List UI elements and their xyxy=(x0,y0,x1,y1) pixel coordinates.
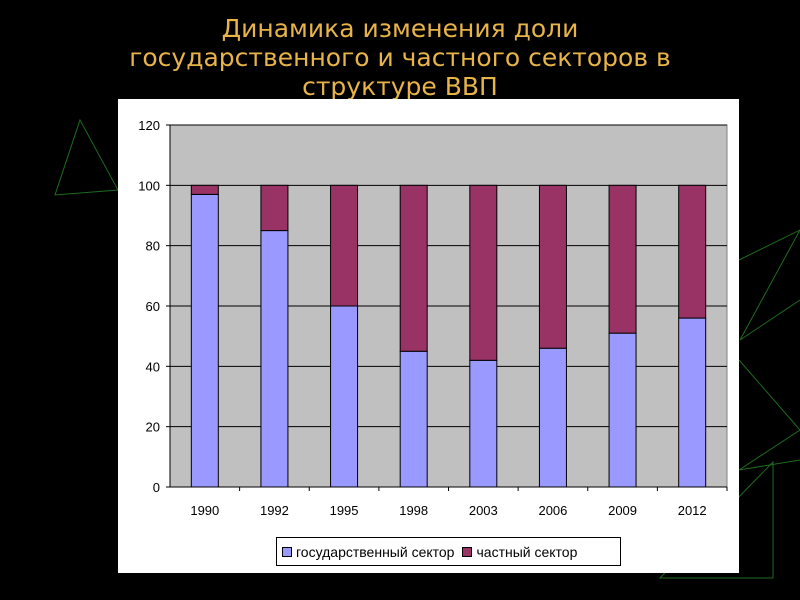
y-tick-label: 0 xyxy=(153,480,160,495)
y-tick-label: 100 xyxy=(138,178,160,193)
y-tick-label: 20 xyxy=(146,420,160,435)
chart-legend: государственный сектор частный сектор xyxy=(276,537,621,566)
bar-private-1992 xyxy=(260,184,289,232)
bar-state-2009 xyxy=(608,332,637,488)
slide-title-line: структуре ВВП xyxy=(302,72,498,101)
bar-private-1990 xyxy=(190,184,219,195)
bar-state-1990 xyxy=(190,193,219,488)
bar-state-1992 xyxy=(260,230,289,488)
x-tick-label: 1995 xyxy=(330,503,359,518)
x-tick-label: 2006 xyxy=(538,503,567,518)
x-tick-label: 1992 xyxy=(260,503,289,518)
bar-state-1998 xyxy=(399,350,428,488)
chart-panel: 0 20 40 60 80 100 120 1990 1992 1995 1998 2003 2006 2… xyxy=(118,99,739,573)
x-tick-label: 1990 xyxy=(190,503,219,518)
bar-state-1995 xyxy=(330,305,359,488)
slide-title-line: государственного и частного секторов в xyxy=(129,43,671,72)
bar-private-2009 xyxy=(608,184,637,334)
decorative-lines-right-lower xyxy=(738,359,800,471)
legend-swatch-state xyxy=(282,546,292,557)
legend-label-state: государственный сектор xyxy=(296,543,455,560)
bar-private-1998 xyxy=(399,184,428,352)
y-tick-label: 80 xyxy=(146,239,160,254)
x-tick-label: 1998 xyxy=(399,503,428,518)
legend-label-private: частный сектор xyxy=(476,543,578,560)
legend-item-private: частный сектор xyxy=(462,544,577,560)
y-tick-label: 60 xyxy=(146,299,160,314)
slide-title-line: Динамика изменения доли xyxy=(221,14,579,43)
stacked-bar-chart: 0 20 40 60 80 100 120 1990 1992 1995 1998 2003 2006 2… xyxy=(138,118,728,518)
slide-title: Динамика изменения доли государственного… xyxy=(0,14,800,101)
bar-private-2006 xyxy=(538,184,567,349)
y-tick-label: 120 xyxy=(138,118,160,133)
decorative-triangle-left xyxy=(54,118,119,196)
bar-private-2003 xyxy=(469,184,498,361)
legend-swatch-private xyxy=(462,546,473,557)
y-tick-label: 40 xyxy=(146,359,160,374)
legend-item-state: государственный сектор xyxy=(282,544,454,560)
bar-state-2003 xyxy=(469,359,498,488)
bar-private-2012 xyxy=(678,184,707,319)
decorative-lines-right xyxy=(738,229,800,341)
x-tick-label: 2003 xyxy=(469,503,498,518)
x-tick-label: 2012 xyxy=(678,503,707,518)
bar-private-1995 xyxy=(330,184,359,307)
bar-state-2012 xyxy=(678,317,707,488)
x-tick-label: 2009 xyxy=(608,503,637,518)
bar-state-2006 xyxy=(538,347,567,488)
